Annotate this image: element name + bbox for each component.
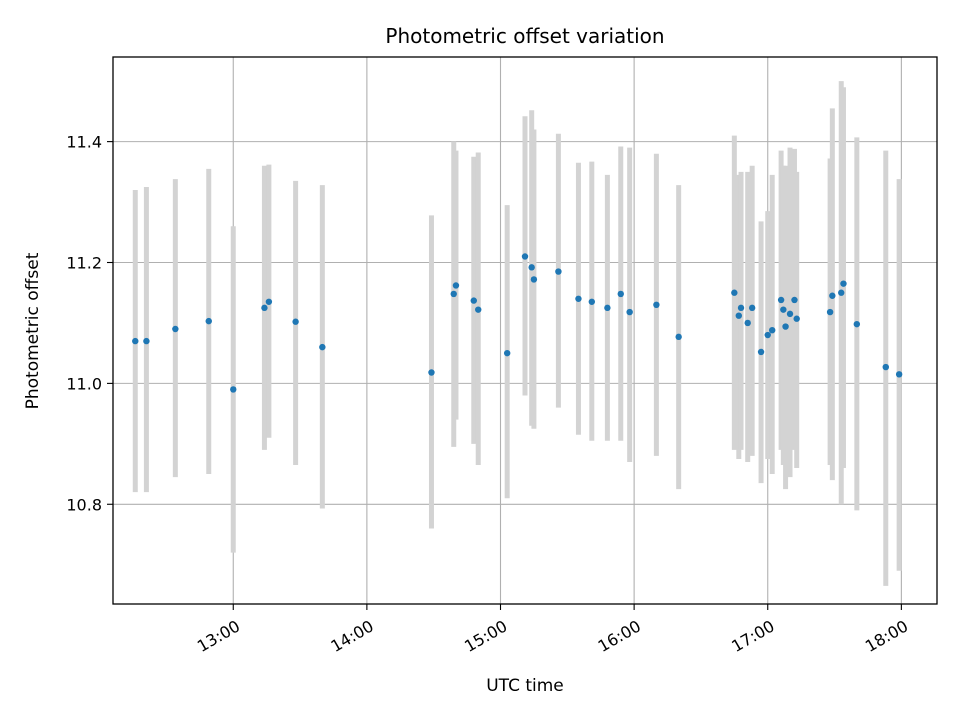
y-axis-ticks: 10.8 11.0 11.2 11.4 (66, 133, 113, 514)
data-point (769, 326, 776, 334)
data-point (791, 296, 798, 304)
y-tick-label: 11.4 (66, 133, 102, 152)
data-points (132, 253, 903, 393)
data-point (653, 301, 660, 309)
data-point (777, 296, 785, 304)
data-point (555, 268, 562, 275)
data-point (737, 304, 745, 312)
data-point (675, 333, 682, 341)
data-point (521, 253, 529, 260)
data-point (838, 289, 845, 296)
data-point (261, 304, 268, 312)
data-point (757, 348, 765, 356)
data-point (475, 306, 482, 313)
y-tick-label: 11.2 (66, 254, 102, 273)
data-point (528, 264, 535, 271)
data-point (172, 325, 179, 333)
y-axis-label: Photometric offset (23, 252, 43, 409)
data-point (452, 282, 460, 289)
data-point (470, 297, 477, 304)
data-point (840, 280, 847, 287)
data-point (319, 343, 326, 351)
data-point (292, 318, 299, 325)
data-point (230, 386, 237, 393)
data-point (450, 290, 457, 298)
data-point (786, 310, 794, 318)
data-point (143, 337, 150, 345)
data-point (895, 371, 903, 378)
data-point (731, 289, 738, 296)
data-point (626, 308, 633, 316)
data-point (530, 276, 538, 283)
data-point (575, 295, 582, 302)
data-point (780, 306, 787, 313)
chart-title: Photometric offset variation (385, 24, 664, 48)
data-point (744, 319, 751, 327)
data-point (764, 331, 771, 339)
data-point (132, 337, 139, 345)
data-point (205, 317, 212, 325)
data-point (748, 304, 756, 312)
data-point (782, 323, 789, 330)
y-tick-label: 11.0 (66, 374, 102, 393)
y-tick-label: 10.8 (66, 495, 102, 514)
data-point (428, 369, 435, 376)
data-point (853, 320, 861, 328)
data-point (588, 298, 596, 305)
data-point (735, 312, 742, 319)
data-point (265, 298, 273, 305)
data-point (829, 292, 836, 299)
x-axis-label: UTC time (486, 676, 564, 696)
plot-frame (112, 56, 938, 605)
data-point (617, 290, 624, 298)
data-point (882, 363, 889, 371)
data-point (604, 304, 611, 312)
data-point (826, 308, 834, 316)
data-point (793, 315, 800, 322)
data-point (503, 349, 511, 357)
